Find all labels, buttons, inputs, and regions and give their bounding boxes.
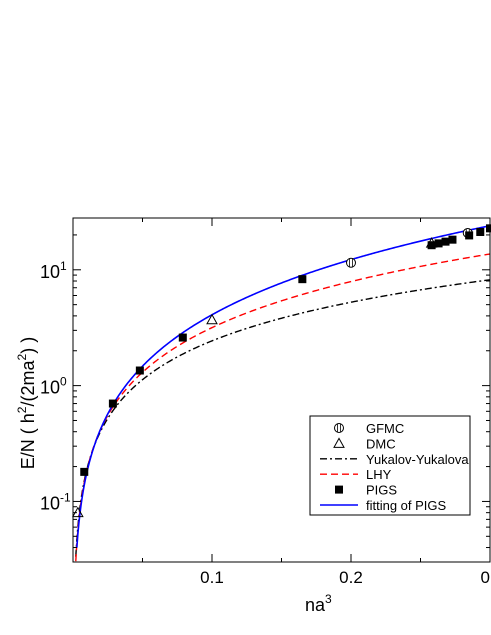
y-axis-label: E/N ( h2/(2ma2) )	[15, 337, 38, 469]
x-axis-label-sup: 3	[325, 592, 332, 606]
data-point	[476, 227, 485, 236]
legend-label: fitting of PIGS	[366, 498, 447, 513]
y-tick-base: 10	[40, 378, 60, 398]
series-line	[76, 224, 491, 548]
x-axis-label: na3	[305, 592, 332, 615]
y-axis-label-sup1: 2	[15, 406, 29, 413]
y-tick-exp: -1	[60, 490, 71, 504]
data-point	[334, 423, 344, 433]
x-axis-label-main: na	[305, 595, 326, 615]
y-axis-label-part3: ) )	[18, 337, 38, 354]
y-tick-label: 101	[40, 259, 67, 282]
data-point	[346, 257, 356, 268]
series-line	[75, 279, 491, 557]
data-point	[298, 275, 307, 284]
y-tick-exp: 0	[60, 375, 67, 389]
legend-label: Yukalov-Yukalova	[366, 452, 469, 467]
y-tick-exp: 1	[60, 259, 67, 273]
legend-label: LHY	[366, 467, 392, 482]
data-point	[434, 239, 443, 248]
data-point	[427, 241, 436, 250]
series-line	[75, 253, 491, 562]
legend-label: GFMC	[366, 421, 404, 436]
data-point	[80, 467, 89, 476]
y-tick-base: 10	[40, 262, 60, 282]
data-point	[486, 224, 491, 233]
data-point	[108, 399, 117, 408]
data-point	[135, 366, 144, 375]
data-point	[465, 231, 474, 240]
legend-label: DMC	[366, 436, 396, 451]
data-point	[333, 437, 345, 448]
legend-box	[309, 415, 471, 516]
curves-layer	[75, 224, 491, 562]
y-axis-label-part1: E/N ( h	[18, 413, 38, 469]
data-point	[448, 235, 457, 244]
y-axis-label-part2: /(2ma	[18, 360, 38, 407]
data-point	[178, 333, 187, 342]
data-point	[206, 313, 218, 325]
x-tick-label: 0.2	[339, 568, 363, 587]
y-tick-label: 10-1	[40, 490, 71, 513]
x-tick-label: 0.1	[200, 568, 224, 587]
data-point	[335, 485, 343, 494]
data-point	[441, 237, 450, 246]
x-tick-label: 0	[481, 568, 490, 587]
y-tick-base: 10	[40, 493, 60, 513]
y-tick-label: 100	[40, 375, 67, 398]
y-axis-label-sup2: 2	[15, 353, 29, 360]
legend-label: PIGS	[366, 483, 397, 498]
